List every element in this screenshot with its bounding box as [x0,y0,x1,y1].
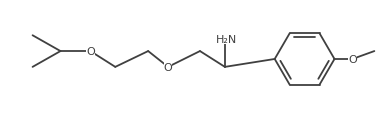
Text: O: O [348,54,357,64]
Text: H₂N: H₂N [216,35,238,45]
Text: O: O [86,47,95,57]
Text: O: O [164,62,173,72]
